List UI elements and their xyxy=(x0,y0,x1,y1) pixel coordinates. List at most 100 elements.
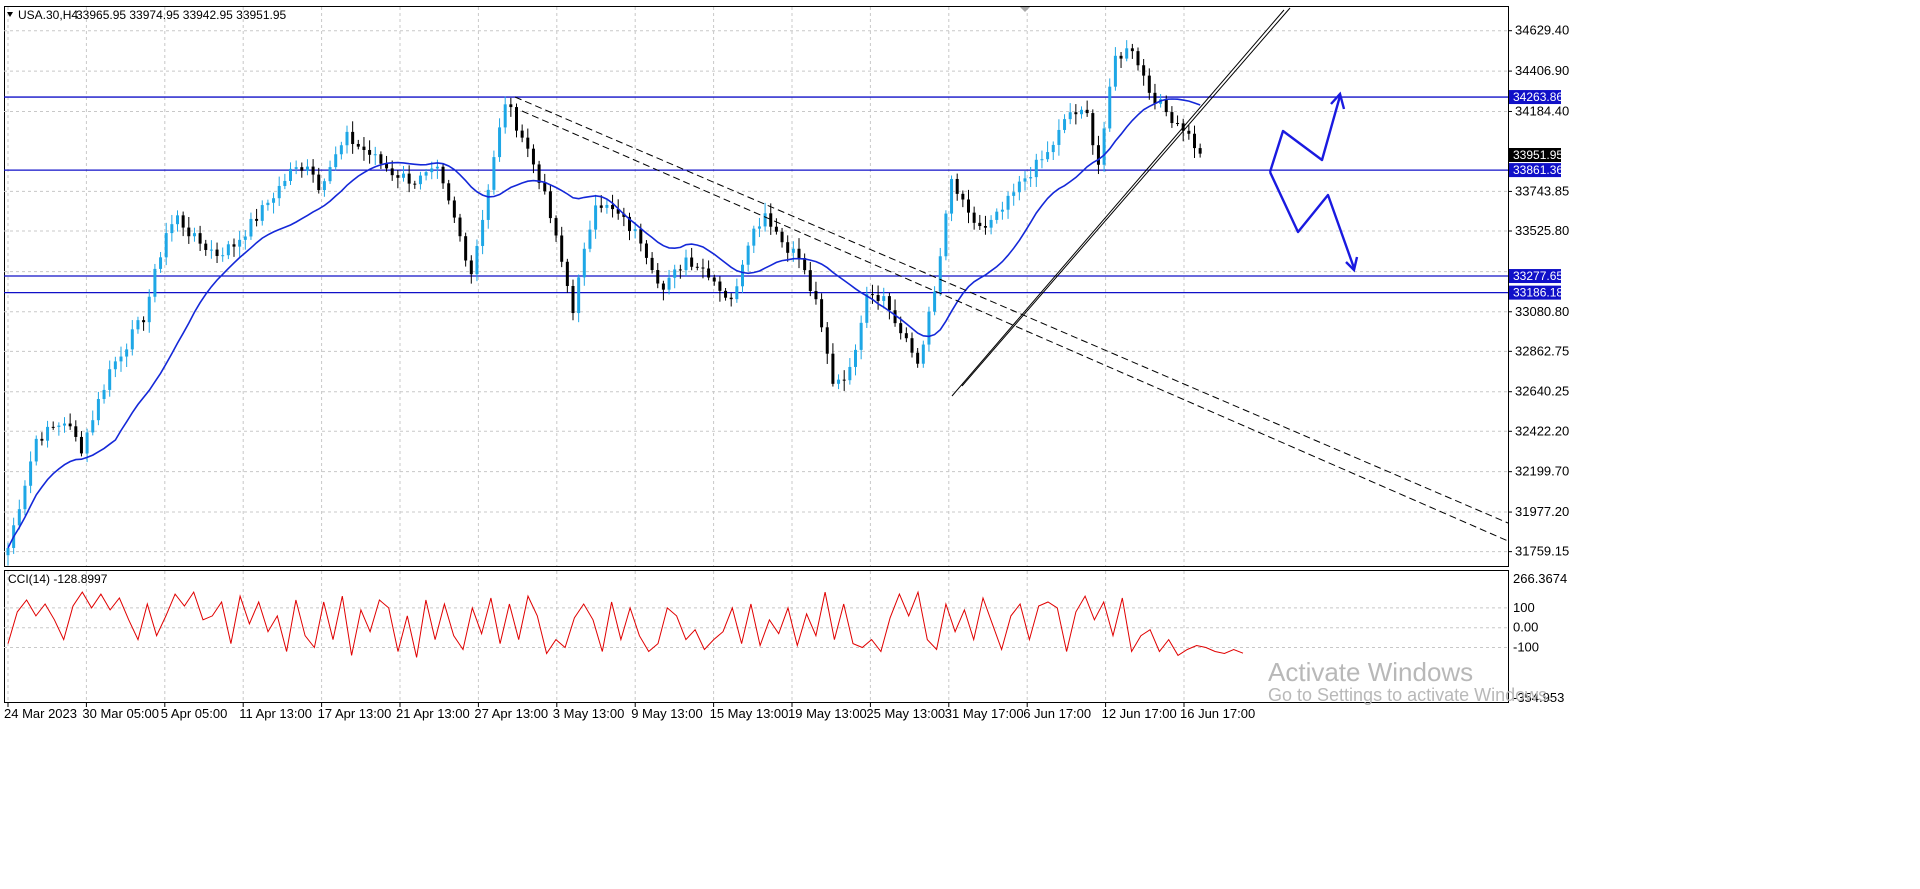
candle-body xyxy=(820,299,824,328)
price-tick-label: 33743.85 xyxy=(1515,183,1569,198)
candle-body xyxy=(1193,133,1196,149)
main-chart-frame xyxy=(4,6,1509,567)
candle-body xyxy=(356,143,360,147)
candle-body xyxy=(938,256,942,292)
candle-body xyxy=(424,172,428,176)
time-tick-label: 17 Apr 13:00 xyxy=(318,706,392,721)
candle-body xyxy=(486,189,490,220)
candle-body xyxy=(752,228,756,246)
candle-body xyxy=(328,167,332,182)
candle-body xyxy=(322,181,326,191)
candle-body xyxy=(46,426,50,441)
candle-body xyxy=(339,145,343,155)
candle-body xyxy=(181,215,185,228)
candle-body xyxy=(961,193,965,200)
candle-body xyxy=(1125,48,1129,59)
candle-body xyxy=(1012,192,1016,196)
candle-body xyxy=(170,224,174,234)
cci-line xyxy=(7,590,1244,658)
candle-body xyxy=(678,269,682,271)
candle-body xyxy=(741,264,744,287)
candle-body xyxy=(238,239,242,247)
shift-marker-icon[interactable] xyxy=(1020,7,1030,12)
level-tag xyxy=(1509,163,1561,178)
candle-body xyxy=(209,249,213,251)
candle-body xyxy=(1068,112,1072,120)
candle-body xyxy=(1153,92,1157,104)
horizontal-levels[interactable]: 34263.86 33861.36 33277.65 33186.18 xyxy=(4,90,1563,300)
candle-body xyxy=(882,296,886,301)
indicator-frame xyxy=(4,570,1509,703)
candle-body xyxy=(74,426,78,437)
candle-body xyxy=(464,236,468,261)
bullish-scenario-arrow xyxy=(1268,95,1342,173)
candle-body xyxy=(232,244,236,247)
candle-body xyxy=(498,127,502,158)
candle-body xyxy=(543,182,547,192)
candle-body xyxy=(79,436,83,454)
candle-body xyxy=(729,297,733,300)
candle-body xyxy=(153,268,157,297)
candle-body xyxy=(1074,112,1078,115)
candle-body xyxy=(1040,159,1044,161)
candle-body xyxy=(718,281,722,291)
dropdown-triangle-icon[interactable] xyxy=(7,12,13,17)
candle-body xyxy=(311,166,315,175)
candle-body xyxy=(396,175,400,178)
candle-body xyxy=(34,438,38,462)
candle-body xyxy=(633,229,637,231)
trendlines[interactable] xyxy=(514,7,1509,542)
candle-body xyxy=(6,547,10,556)
candle-body xyxy=(1102,128,1106,165)
candle-body xyxy=(599,205,603,208)
candle-body xyxy=(136,320,140,330)
candle-body xyxy=(125,349,129,357)
candle-body xyxy=(509,104,513,108)
candle-body xyxy=(560,235,564,262)
candle-body xyxy=(757,226,761,229)
candle-body xyxy=(854,349,857,367)
candle-body xyxy=(933,291,937,312)
candle-body xyxy=(108,369,112,390)
candle-body xyxy=(611,204,615,210)
candle-body xyxy=(724,290,728,298)
candle-body xyxy=(831,353,835,384)
candle-body xyxy=(865,294,869,323)
candle-body xyxy=(249,218,253,237)
candle-body xyxy=(910,338,914,353)
candle-body xyxy=(215,249,219,256)
candle-body xyxy=(684,257,688,271)
candle-body xyxy=(983,226,987,228)
candle-body xyxy=(187,227,191,237)
candle-body xyxy=(712,277,716,282)
candle-body xyxy=(582,248,586,278)
candle-body xyxy=(385,163,389,169)
candle-body xyxy=(63,423,66,426)
price-tick-label: 32640.25 xyxy=(1515,384,1569,399)
candle-body xyxy=(955,178,959,194)
candle-body xyxy=(294,167,298,169)
moving-average xyxy=(7,98,1201,549)
candle-body xyxy=(402,173,405,178)
candle-body xyxy=(616,209,620,214)
ascending-trendline xyxy=(951,9,1285,397)
candle-body xyxy=(447,183,451,201)
candle-body xyxy=(848,366,852,381)
candle-body xyxy=(950,178,954,214)
candle-body xyxy=(1136,51,1140,66)
candle-body xyxy=(876,295,880,301)
price-tick-label: 34184.40 xyxy=(1515,103,1569,118)
candle-body xyxy=(221,255,225,257)
cci-label: CCI(14) -128.8997 xyxy=(8,572,108,586)
candle-body xyxy=(289,168,292,181)
candle-body xyxy=(526,137,530,149)
time-tick-label: 31 May 17:00 xyxy=(945,706,1024,721)
watermark-line1: Activate Windows xyxy=(1268,657,1473,687)
candle-body xyxy=(639,229,643,244)
level-label: 33861.36 xyxy=(1513,163,1563,177)
candle-body xyxy=(96,399,100,421)
candle-body xyxy=(515,107,518,131)
candle-body xyxy=(272,198,276,203)
candle-body xyxy=(791,248,795,253)
